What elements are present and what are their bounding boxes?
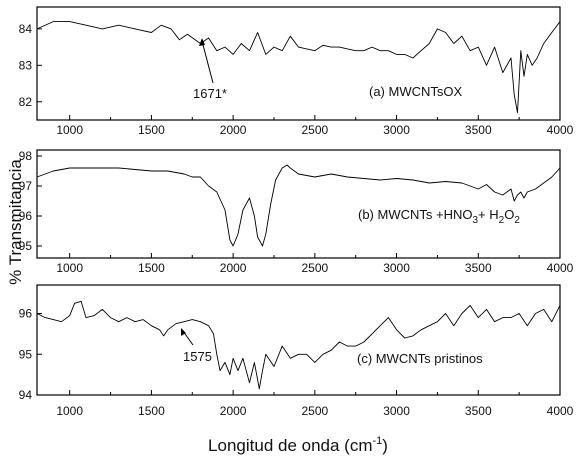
y-tick-label: 84 [19,22,33,36]
panel-b-x-axis: 1000 1500 2000 2500 3000 3500 4000 [56,253,574,275]
y-tick-label: 94 [19,388,33,402]
panel-b-label-sub3: 2 [514,215,520,226]
panel-a-y-axis: 82 83 84 [19,22,42,109]
x-tick-label: 2500 [301,404,328,418]
y-tick-label: 82 [19,95,33,109]
y-axis-title: % Transmitancia [6,159,25,285]
x-tick-label: 3000 [383,261,410,275]
x-tick-label: 4000 [547,404,574,418]
panel-a-annotation: 1671* [193,86,227,101]
x-tick-label: 3500 [465,123,492,137]
panel-c-annotation: 1575 [183,349,212,364]
panel-a-x-axis: 1000 1500 2000 2500 3000 3500 4000 [56,115,574,137]
panel-c-frame [36,284,561,396]
x-tick-label: 1000 [56,404,83,418]
x-tick-label: 1000 [56,261,83,275]
panel-a-series [36,21,561,114]
x-tick-label: 2000 [220,123,247,137]
y-tick-label: 96 [19,209,33,223]
panel-c-y-axis: 94 95 96 [19,307,42,402]
x-tick-label: 3500 [465,404,492,418]
y-tick-label: 98 [19,149,33,163]
x-tick-label: 2000 [220,261,247,275]
panel-a-arrow-head [199,38,205,46]
x-tick-label: 3000 [383,404,410,418]
x-axis-title-sup: -1 [373,435,383,447]
x-axis-title: Longitud de onda (cm-1) [208,435,388,455]
y-tick-label: 95 [19,347,33,361]
panel-c-x-axis: 1000 1500 2000 2500 3000 3500 4000 [56,390,574,418]
panel-c: 94 95 96 1000 1500 2000 2500 3000 3500 4000 (c) … [19,284,574,418]
panel-a: 82 83 84 1000 1500 2000 2500 3000 3500 4000 (a) … [19,6,574,137]
panel-b-label-sub2: 2 [499,215,505,226]
panel-c-series [36,300,561,390]
x-tick-label: 2500 [301,123,328,137]
panel-a-line [36,21,561,114]
x-tick-label: 4000 [547,261,574,275]
panel-b-line [36,164,561,247]
x-tick-label: 1000 [56,123,83,137]
panel-c-arrow-head [181,328,186,336]
panel-b-label: (b) MWCNTs +HNO3+ H2O2 [358,207,520,226]
panel-a-arrow-line [201,40,214,84]
x-tick-label: 1500 [138,404,165,418]
x-tick-label: 3000 [383,123,410,137]
panel-b-label-sub1: 3 [472,215,478,226]
x-tick-label: 2500 [301,261,328,275]
y-tick-label: 97 [19,179,33,193]
y-tick-label: 83 [19,58,33,72]
x-tick-label: 2000 [220,404,247,418]
panel-a-label: (a) MWCNTsOX [369,84,462,99]
x-axis-title-main: Longitud de onda (cm [208,436,372,455]
x-tick-label: 1500 [138,261,165,275]
panel-b-label-o: O [504,207,514,222]
panel-b-label-main: (b) MWCNTs +HNO [358,207,472,222]
y-tick-label: 96 [19,307,33,321]
x-tick-label: 3500 [465,261,492,275]
panel-b: 95 96 97 98 1000 1500 2000 2500 3000 3500 4000 (b… [19,149,574,275]
y-tick-label: 95 [19,239,33,253]
panel-c-line [36,300,561,390]
panel-a-frame [36,6,561,121]
x-axis-title-close: ) [382,436,388,455]
panel-c-label: (c) MWCNTs pristinos [357,351,483,366]
panel-b-frame [36,149,561,259]
panel-b-label-plus: + H [478,207,499,222]
x-tick-label: 1500 [138,123,165,137]
x-tick-label: 4000 [547,123,574,137]
panel-b-series [36,164,561,247]
panel-b-y-axis: 95 96 97 98 [19,149,42,253]
